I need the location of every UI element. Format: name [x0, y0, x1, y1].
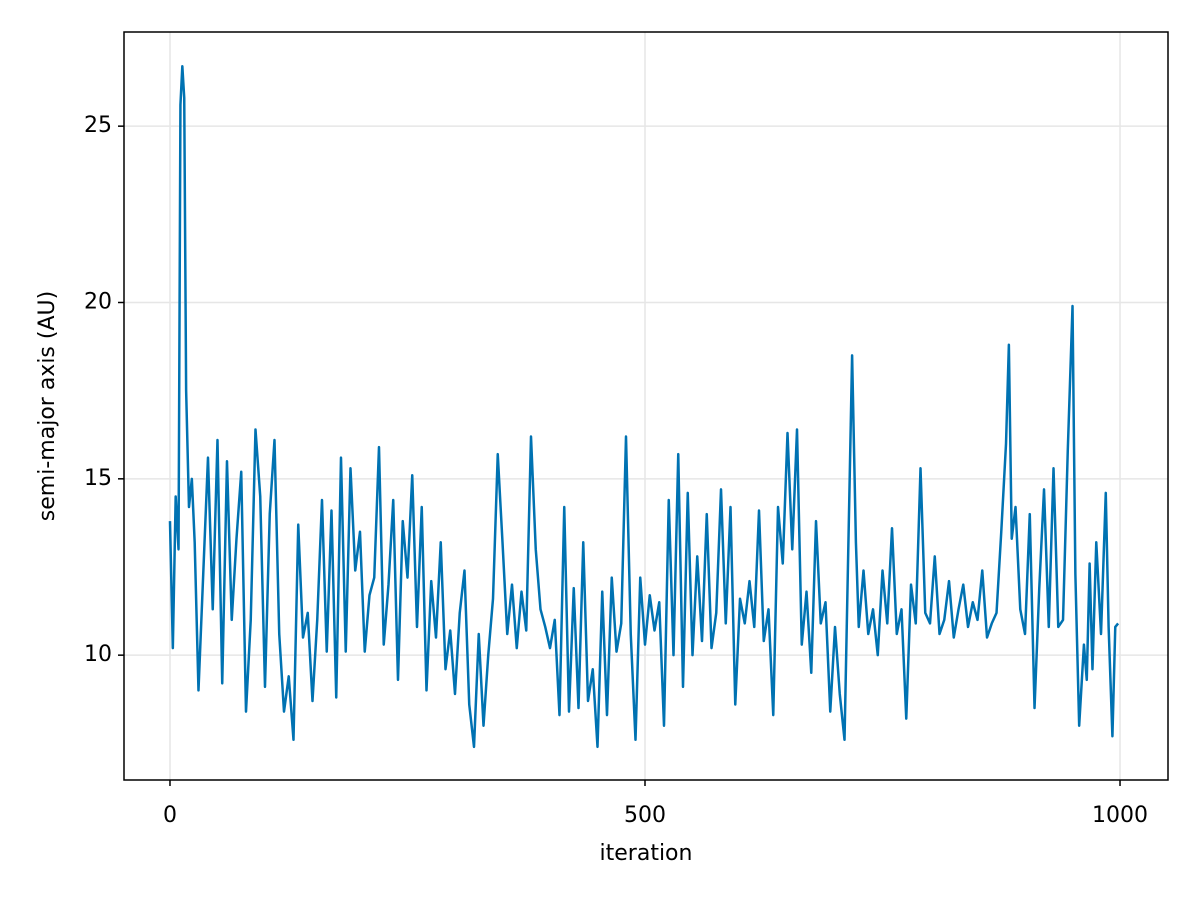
x-tick-label: 500: [624, 803, 666, 828]
y-tick-label: 10: [84, 642, 112, 667]
plot-frame: [123, 31, 1169, 781]
y-tick-label: 25: [84, 113, 112, 138]
y-tick-label: 15: [84, 466, 112, 491]
y-tick-label: 20: [84, 289, 112, 314]
data-line: [168, 64, 1120, 749]
x-tick-label: 0: [163, 803, 177, 828]
x-axis-label: iteration: [600, 841, 693, 866]
y-axis-label: semi-major axis (AU): [35, 291, 60, 521]
x-tick-label: 1000: [1092, 803, 1148, 828]
